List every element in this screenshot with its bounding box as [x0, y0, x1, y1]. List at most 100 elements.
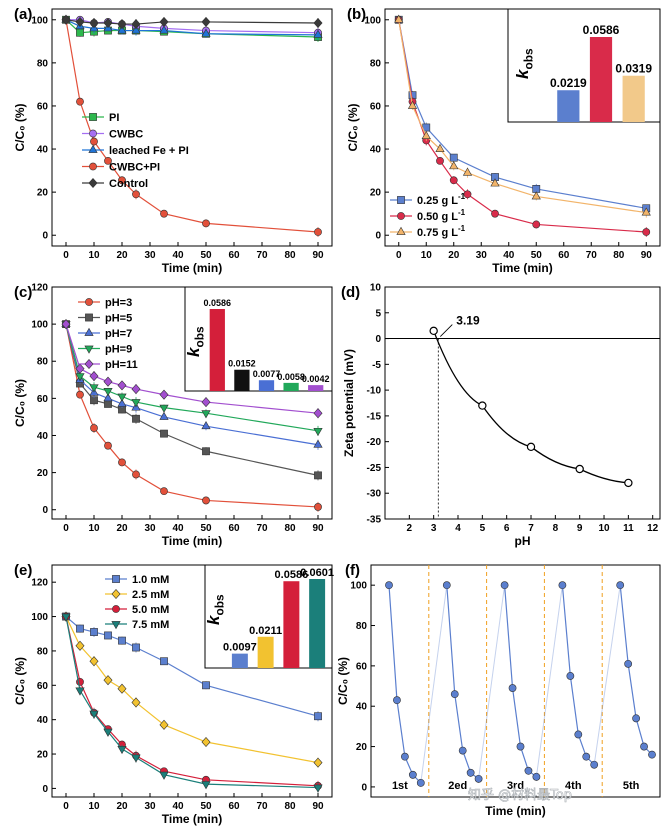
data-point	[429, 326, 438, 336]
data-point	[89, 656, 99, 667]
legend-entry: pH=5	[105, 313, 132, 325]
data-point	[396, 226, 406, 235]
y-tick-label: 40	[37, 431, 49, 442]
legend-entry: pH=3	[105, 297, 132, 309]
inset-value-label: 0.0211	[249, 625, 282, 637]
data-point	[314, 712, 322, 721]
data-point	[84, 345, 94, 354]
data-point	[84, 327, 94, 336]
data-point	[624, 659, 633, 668]
data-point	[201, 410, 211, 419]
x-tick-label: 70	[586, 250, 598, 261]
data-point	[159, 389, 169, 400]
data-point	[574, 730, 583, 739]
x-tick-label: 3	[431, 523, 437, 534]
x-tick-label: 70	[256, 523, 268, 534]
y-tick-label: 20	[370, 188, 382, 199]
data-point	[117, 683, 127, 694]
y-axis-title: Zeta potential (mV)	[342, 349, 356, 457]
x-tick-label: 60	[228, 801, 240, 812]
data-point	[117, 398, 127, 407]
y-tick-label: 5	[375, 308, 381, 319]
x-tick-label: 10	[421, 250, 433, 261]
data-point	[201, 397, 211, 408]
x-tick-label: 70	[256, 250, 268, 261]
x-axis-title: Time (min)	[485, 804, 545, 818]
panel-label: (c)	[14, 284, 32, 301]
y-tick-label: 60	[37, 394, 49, 405]
data-point	[463, 190, 472, 199]
data-point	[313, 784, 323, 793]
data-point	[104, 156, 112, 165]
x-tick-label: 10	[88, 801, 100, 812]
inset-value-label: 0.0152	[228, 359, 256, 369]
x-tick-label: 0	[63, 801, 69, 812]
y-tick-label: 100	[31, 612, 48, 623]
data-point	[435, 143, 445, 152]
inset-frame	[184, 286, 333, 392]
x-tick-label: 80	[284, 801, 296, 812]
data-point	[526, 442, 536, 452]
data-point	[159, 411, 169, 420]
data-point	[624, 478, 633, 488]
legend-entry: 0.50 g L-1	[417, 208, 466, 223]
data-point	[407, 100, 418, 109]
data-point	[131, 697, 141, 708]
panel-label: (f)	[345, 562, 360, 579]
x-tick-label: 90	[641, 250, 653, 261]
series-connector	[535, 585, 563, 777]
x-tick-label: 80	[613, 250, 625, 261]
legend-entry: PI	[109, 112, 119, 124]
data-point	[131, 754, 141, 763]
series-connector	[478, 585, 506, 779]
data-point	[159, 771, 169, 780]
data-point	[393, 696, 401, 705]
data-point	[582, 752, 591, 761]
data-point	[117, 25, 127, 34]
data-point	[160, 657, 168, 666]
x-tick-label: 0	[63, 250, 69, 261]
y-tick-label: 100	[31, 320, 48, 331]
y-tick-label: 40	[356, 702, 368, 713]
data-point	[85, 313, 93, 322]
y-tick-label: -30	[367, 489, 382, 500]
data-point	[394, 14, 404, 23]
legend-entry: 1.0 mM	[132, 574, 169, 586]
panel-label: (e)	[14, 562, 32, 579]
series-line	[619, 585, 653, 756]
x-tick-label: 30	[476, 250, 488, 261]
data-point	[88, 177, 98, 189]
legend-entry: 2.5 mM	[132, 589, 169, 601]
data-point	[104, 441, 112, 450]
x-axis-title: pH	[515, 534, 531, 548]
legend-entry: 0.25 g L-1	[417, 192, 466, 207]
data-point	[117, 19, 127, 30]
data-point	[201, 736, 211, 748]
cycle-label: 4th	[565, 780, 582, 792]
data-point	[75, 16, 85, 27]
y-tick-label: 40	[370, 145, 382, 156]
plot-frame	[370, 564, 661, 798]
inset-bar	[308, 385, 324, 391]
data-point	[89, 17, 99, 29]
y-axis-title: C/C₀ (%)	[13, 103, 27, 151]
data-point	[111, 588, 121, 600]
data-point	[89, 162, 97, 171]
data-point	[385, 581, 393, 590]
data-point	[400, 752, 409, 761]
chart-panel-f: 0 20 40 60 80 100 Time (min) C/C₀ (%) (f) 1st 2ed 3…	[336, 562, 661, 818]
data-point	[491, 209, 499, 218]
y-tick-label: 20	[356, 742, 368, 753]
x-tick-label: 80	[284, 523, 296, 534]
x-tick-label: 12	[647, 523, 659, 534]
inset-y-label: kobs	[513, 48, 535, 79]
data-point	[131, 399, 141, 408]
y-tick-label: 20	[37, 188, 49, 199]
x-tick-label: 30	[144, 523, 156, 534]
data-point	[117, 745, 127, 755]
data-point	[89, 113, 97, 121]
inset-value-label: 0.0219	[550, 76, 587, 90]
data-point	[642, 228, 651, 236]
y-axis-title: C/C₀ (%)	[346, 103, 360, 151]
chart-panel-c: 0 10 20 30 40 50 60 70 80 90 0 20 40 60 80 100 120 Time (…	[13, 283, 333, 548]
